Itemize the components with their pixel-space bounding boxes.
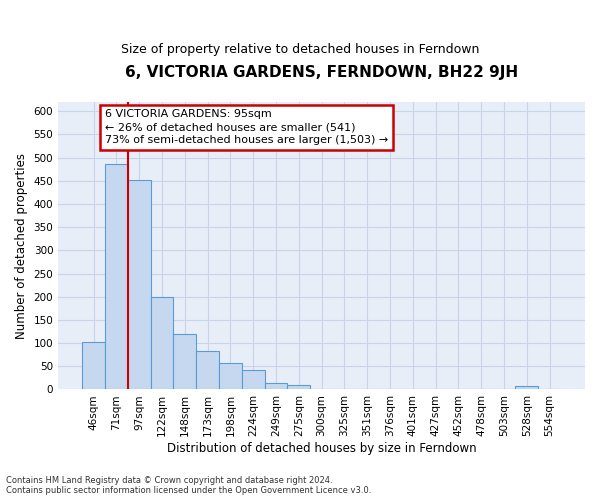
Bar — [219, 362, 242, 390]
Bar — [128, 180, 151, 390]
Bar — [265, 382, 287, 390]
Y-axis label: Number of detached properties: Number of detached properties — [15, 152, 28, 338]
Text: Contains HM Land Registry data © Crown copyright and database right 2024.
Contai: Contains HM Land Registry data © Crown c… — [6, 476, 371, 495]
Bar — [196, 352, 219, 390]
Bar — [151, 296, 173, 390]
Text: Size of property relative to detached houses in Ferndown: Size of property relative to detached ho… — [121, 42, 479, 56]
Bar — [242, 370, 265, 390]
Bar — [515, 386, 538, 390]
Bar — [105, 164, 128, 390]
Bar — [82, 342, 105, 390]
X-axis label: Distribution of detached houses by size in Ferndown: Distribution of detached houses by size … — [167, 442, 476, 455]
Bar — [173, 334, 196, 390]
Text: 6 VICTORIA GARDENS: 95sqm
← 26% of detached houses are smaller (541)
73% of semi: 6 VICTORIA GARDENS: 95sqm ← 26% of detac… — [105, 109, 388, 146]
Bar — [287, 385, 310, 390]
Title: 6, VICTORIA GARDENS, FERNDOWN, BH22 9JH: 6, VICTORIA GARDENS, FERNDOWN, BH22 9JH — [125, 65, 518, 80]
